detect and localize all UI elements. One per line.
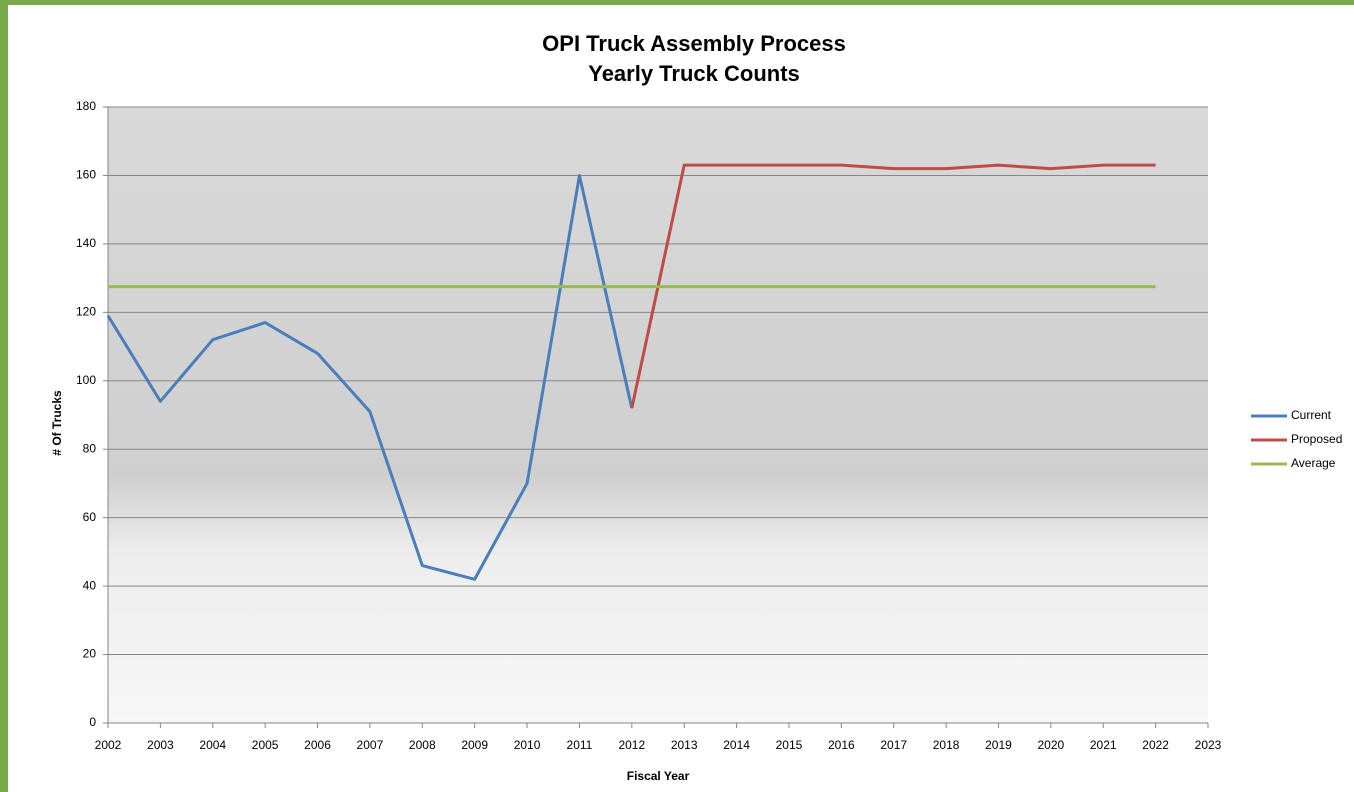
- x-tick-label: 2020: [1038, 738, 1065, 752]
- x-axis-title: Fiscal Year: [627, 769, 690, 783]
- chart: OPI Truck Assembly Process Yearly Truck …: [8, 5, 1354, 792]
- y-tick-label: 0: [89, 715, 96, 729]
- chart-title: OPI Truck Assembly Process: [542, 31, 846, 56]
- x-tick-label: 2005: [252, 738, 279, 752]
- plot-background: [108, 107, 1208, 723]
- x-tick-label: 2007: [357, 738, 384, 752]
- x-tick-label: 2017: [880, 738, 907, 752]
- x-tick-label: 2021: [1090, 738, 1117, 752]
- y-axis-title: # Of Trucks: [50, 390, 64, 456]
- x-tick-label: 2010: [514, 738, 541, 752]
- y-tick-label: 120: [76, 305, 96, 319]
- legend-label: Proposed: [1291, 432, 1342, 446]
- x-tick-label: 2016: [828, 738, 855, 752]
- x-tick-label: 2014: [723, 738, 750, 752]
- y-tick-label: 80: [83, 441, 97, 455]
- y-tick-label: 60: [83, 510, 97, 524]
- y-tick-label: 180: [76, 99, 96, 113]
- chart-subtitle: Yearly Truck Counts: [588, 61, 800, 86]
- legend-label: Current: [1291, 408, 1332, 422]
- x-tick-label: 2011: [567, 738, 593, 752]
- x-tick-label: 2023: [1195, 738, 1222, 752]
- legend-label: Average: [1291, 456, 1336, 470]
- y-tick-label: 140: [76, 236, 96, 250]
- x-tick-label: 2003: [147, 738, 174, 752]
- x-tick-label: 2006: [304, 738, 331, 752]
- page-frame: OPI Truck Assembly Process Yearly Truck …: [0, 0, 1354, 792]
- y-tick-label: 40: [83, 578, 97, 592]
- x-tick-label: 2022: [1142, 738, 1169, 752]
- x-tick-label: 2009: [461, 738, 488, 752]
- y-tick-label: 20: [83, 647, 97, 661]
- y-tick-label: 100: [76, 373, 96, 387]
- y-tick-label: 160: [76, 168, 96, 182]
- x-tick-label: 2012: [618, 738, 645, 752]
- x-tick-label: 2013: [671, 738, 698, 752]
- x-tick-label: 2019: [985, 738, 1012, 752]
- x-tick-label: 2015: [776, 738, 803, 752]
- x-tick-label: 2008: [409, 738, 436, 752]
- x-tick-label: 2002: [95, 738, 122, 752]
- x-tick-label: 2018: [933, 738, 960, 752]
- x-tick-label: 2004: [199, 738, 226, 752]
